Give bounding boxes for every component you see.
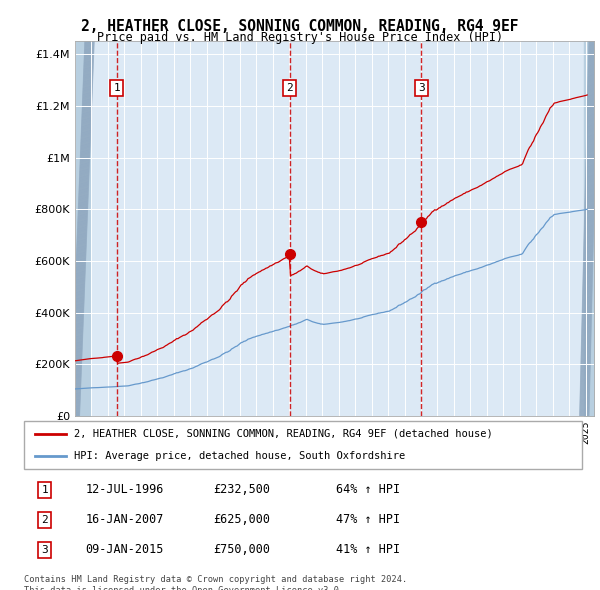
Text: 3: 3 bbox=[41, 545, 48, 555]
Text: HPI: Average price, detached house, South Oxfordshire: HPI: Average price, detached house, Sout… bbox=[74, 451, 406, 461]
Text: 2, HEATHER CLOSE, SONNING COMMON, READING, RG4 9EF: 2, HEATHER CLOSE, SONNING COMMON, READIN… bbox=[81, 19, 519, 34]
Text: £625,000: £625,000 bbox=[214, 513, 271, 526]
Text: £232,500: £232,500 bbox=[214, 483, 271, 496]
Text: 1: 1 bbox=[41, 485, 48, 495]
Text: 64% ↑ HPI: 64% ↑ HPI bbox=[337, 483, 401, 496]
FancyBboxPatch shape bbox=[24, 421, 582, 469]
Text: £750,000: £750,000 bbox=[214, 543, 271, 556]
Text: 2, HEATHER CLOSE, SONNING COMMON, READING, RG4 9EF (detached house): 2, HEATHER CLOSE, SONNING COMMON, READIN… bbox=[74, 429, 493, 439]
Text: 12-JUL-1996: 12-JUL-1996 bbox=[85, 483, 164, 496]
Text: 41% ↑ HPI: 41% ↑ HPI bbox=[337, 543, 401, 556]
Text: 1: 1 bbox=[113, 83, 120, 93]
Text: Price paid vs. HM Land Registry's House Price Index (HPI): Price paid vs. HM Land Registry's House … bbox=[97, 31, 503, 44]
Text: 3: 3 bbox=[418, 83, 425, 93]
Text: 2: 2 bbox=[286, 83, 293, 93]
Text: 47% ↑ HPI: 47% ↑ HPI bbox=[337, 513, 401, 526]
Text: 2: 2 bbox=[41, 515, 48, 525]
Text: Contains HM Land Registry data © Crown copyright and database right 2024.
This d: Contains HM Land Registry data © Crown c… bbox=[24, 575, 407, 590]
Text: 09-JAN-2015: 09-JAN-2015 bbox=[85, 543, 164, 556]
Text: 16-JAN-2007: 16-JAN-2007 bbox=[85, 513, 164, 526]
